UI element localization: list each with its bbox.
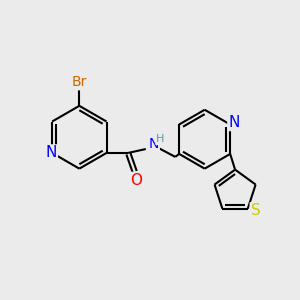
Text: S: S (251, 203, 260, 218)
Text: N: N (228, 115, 240, 130)
Text: O: O (130, 173, 142, 188)
Text: H: H (156, 134, 165, 144)
Text: Br: Br (72, 75, 87, 89)
Text: N: N (46, 146, 57, 160)
Text: N: N (148, 137, 159, 151)
